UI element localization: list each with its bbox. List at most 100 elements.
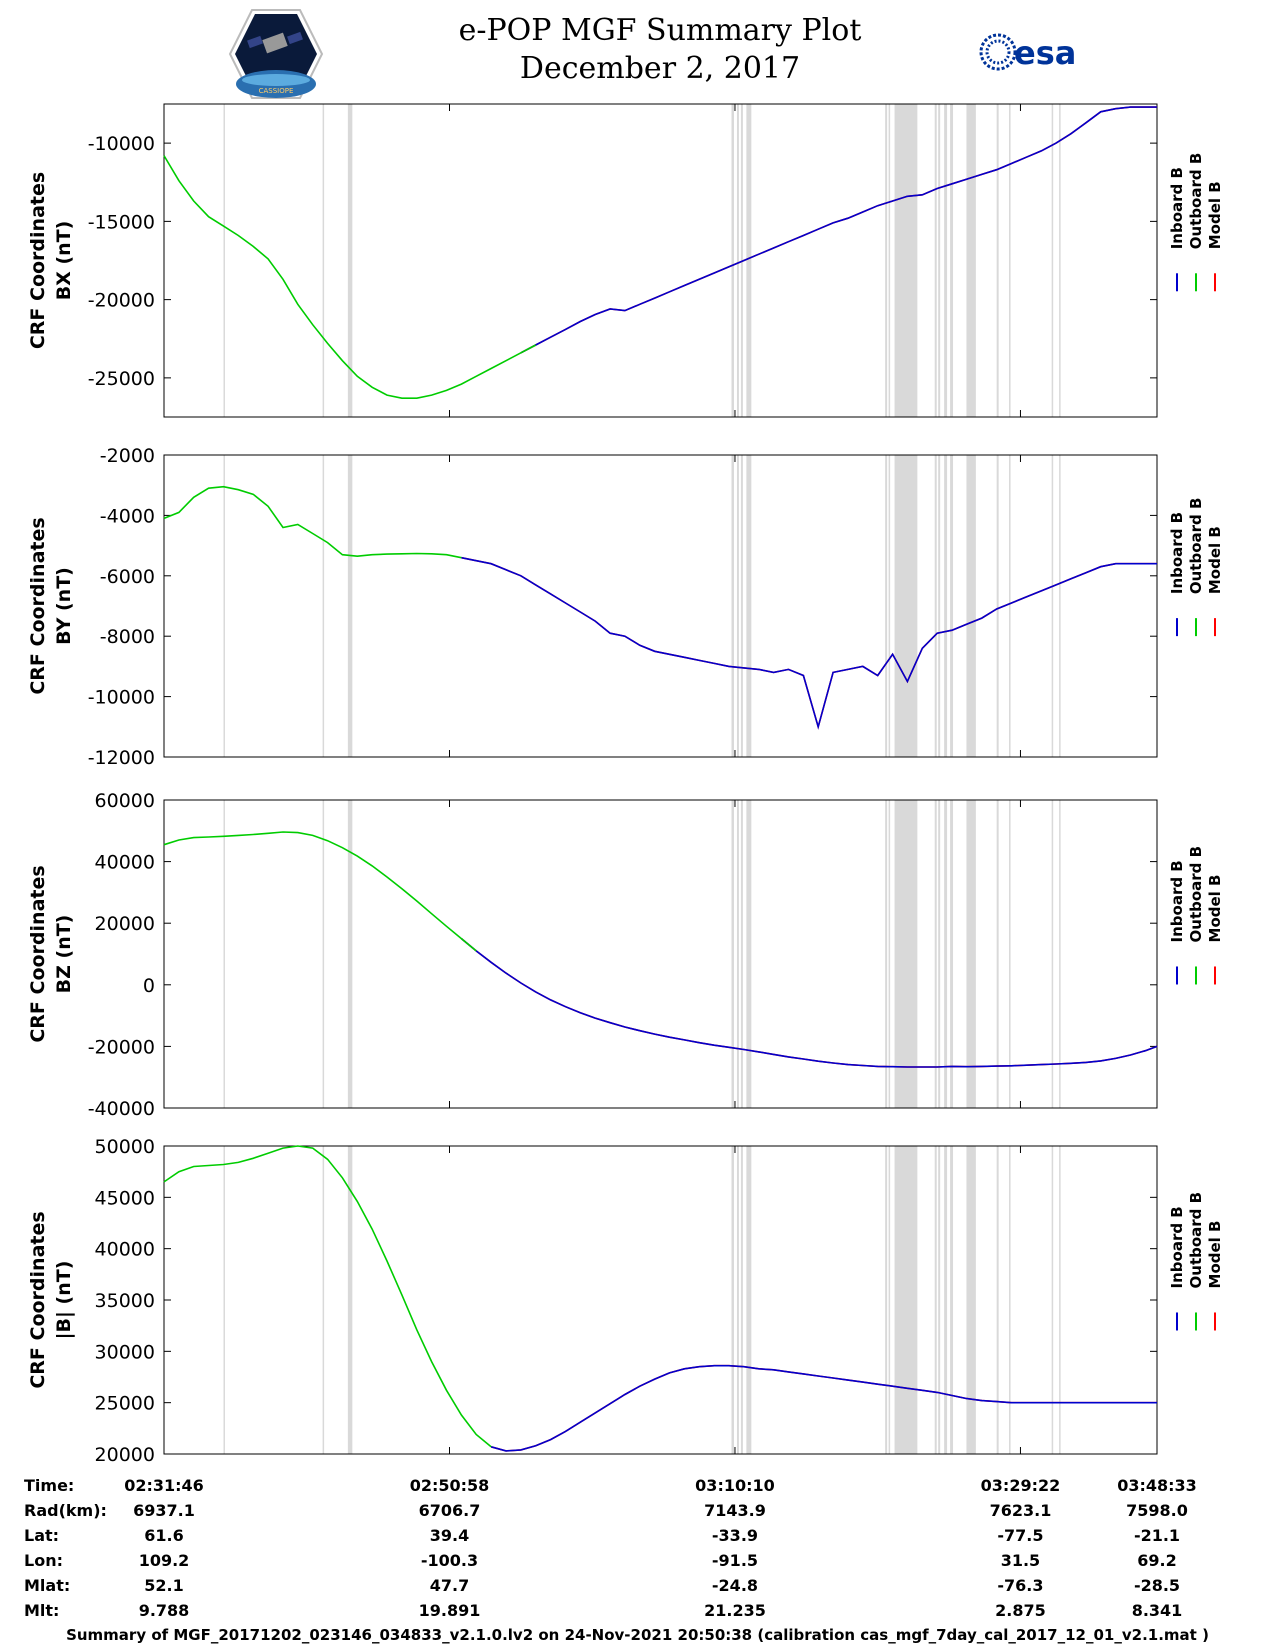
y-tick-label: 30000: [95, 1341, 155, 1363]
plot-frame: [163, 103, 1158, 418]
ephemeris-value: 2.875: [995, 1601, 1046, 1620]
ephemeris-value: 7598.0: [1126, 1501, 1188, 1520]
legend-label: Model B: [1206, 526, 1224, 594]
gap-band: [944, 104, 948, 417]
y-tick-label: 50000: [95, 1136, 155, 1158]
gap-band: [347, 1146, 353, 1454]
gap-band: [950, 800, 954, 1108]
esa-text: esa: [1014, 34, 1076, 72]
gap-band: [740, 800, 743, 1108]
gap-band: [888, 104, 891, 417]
title-line-2: December 2, 2017: [519, 51, 801, 86]
plot-frame: [163, 1145, 1158, 1455]
ephemeris-value: 7143.9: [704, 1501, 766, 1520]
gap-band: [223, 800, 225, 1108]
y-axis-label: CRF Coordinates: [27, 865, 49, 1042]
y-axis-label: CRF Coordinates: [27, 1211, 49, 1388]
x-tick-label-time: 03:29:22: [981, 1476, 1061, 1495]
gap-band: [894, 800, 918, 1108]
y-tick-label: 40000: [95, 852, 155, 874]
x-tick-label-time: 03:48:33: [1117, 1476, 1197, 1495]
y-tick-label: -25000: [88, 368, 155, 390]
gap-band: [1051, 455, 1054, 757]
gap-band: [885, 104, 888, 417]
ephemeris-value: -28.5: [1134, 1576, 1180, 1595]
gap-band: [938, 800, 941, 1108]
ephemeris-table: Time: Rad(km): Lat: Lon: Mlat: Mlt: 02:31:46 69…: [24, 1476, 1197, 1620]
gap-band: [934, 104, 937, 417]
gap-band: [1009, 455, 1011, 757]
legend-label: Inboard B: [1168, 167, 1186, 249]
gap-band: [731, 1146, 734, 1454]
panel-1: -10000 -15000 -20000 -25000 CRF Coordinates B…: [27, 103, 1224, 418]
gap-band: [223, 104, 225, 417]
x-tick-label-time: 03:10:10: [695, 1476, 775, 1495]
y-tick-label: 60000: [95, 790, 155, 812]
gap-band: [746, 800, 752, 1108]
y-tick-label: -12000: [88, 747, 155, 769]
ephemeris-row-label: Mlt:: [24, 1601, 59, 1620]
gap-band: [894, 1146, 918, 1454]
gap-band: [950, 104, 954, 417]
series-line-inboard: [520, 106, 1157, 354]
gap-band: [888, 800, 891, 1108]
panel-3: 60000 40000 20000 0 -20000 -40000 CRF Coordina…: [27, 790, 1224, 1120]
legend-label: Inboard B: [1168, 512, 1186, 594]
gap-band: [347, 104, 353, 417]
y-axis-label-units: BX (nT): [53, 221, 75, 301]
ephemeris-value: 9.788: [139, 1601, 190, 1620]
gap-band: [966, 800, 976, 1108]
gap-band: [322, 800, 325, 1108]
y-tick-label: 0: [143, 975, 155, 997]
gap-band: [1059, 800, 1061, 1108]
ephemeris-value: 21.235: [704, 1601, 766, 1620]
gap-band: [736, 1146, 739, 1454]
legend-label: Outboard B: [1187, 153, 1205, 250]
gap-band: [996, 455, 999, 757]
gap-band: [1009, 104, 1011, 417]
gap-band: [966, 104, 976, 417]
ephemeris-value: 19.891: [419, 1601, 481, 1620]
y-axis-label-units: BZ (nT): [53, 915, 75, 994]
gap-band: [746, 1146, 752, 1454]
gap-band: [736, 104, 739, 417]
ephemeris-value: 6937.1: [133, 1501, 195, 1520]
gap-band: [894, 104, 918, 417]
y-tick-label: -10000: [88, 687, 155, 709]
plot-title: e-POP MGF Summary Plot December 2, 2017: [360, 12, 960, 88]
series-line-outboard: [163, 155, 537, 400]
gap-band: [322, 104, 325, 417]
gap-band: [1009, 800, 1011, 1108]
gap-band: [1051, 800, 1054, 1108]
series-line-outboard: [163, 485, 462, 559]
y-tick-label: -15000: [88, 211, 155, 233]
x-tick-label-time: 02:31:46: [124, 1476, 204, 1495]
title-line-1: e-POP MGF Summary Plot: [458, 13, 862, 48]
y-tick-label: 20000: [95, 913, 155, 935]
gap-band: [966, 1146, 976, 1454]
plot-frame: [163, 454, 1158, 758]
ephemeris-row-label: Lat:: [24, 1526, 59, 1545]
footer-caption: Summary of MGF_20171202_023146_034833_v2…: [66, 1626, 1209, 1644]
gap-band: [731, 104, 734, 417]
series-line-model: [490, 1364, 1157, 1452]
gap-band: [944, 800, 948, 1108]
legend-label: Outboard B: [1187, 846, 1205, 943]
ephemeris-value: -91.5: [712, 1551, 758, 1570]
gap-band: [740, 455, 743, 757]
gap-band: [938, 455, 941, 757]
gap-band: [1051, 1146, 1054, 1454]
gap-band: [950, 1146, 954, 1454]
gap-band: [966, 455, 976, 757]
ephemeris-value: -76.3: [997, 1576, 1043, 1595]
gap-band: [746, 104, 752, 417]
cassiope-logo: CASSIOPE: [228, 9, 324, 99]
ephemeris-row-label: Time:: [24, 1476, 74, 1495]
ephemeris-value: 109.2: [139, 1551, 190, 1570]
ephemeris-value: 7623.1: [990, 1501, 1052, 1520]
gap-band: [894, 455, 918, 757]
gap-band: [938, 1146, 941, 1454]
y-tick-label: -2000: [100, 445, 155, 467]
series-line-outboard: [163, 1145, 492, 1448]
ephemeris-value: 52.1: [144, 1576, 183, 1595]
